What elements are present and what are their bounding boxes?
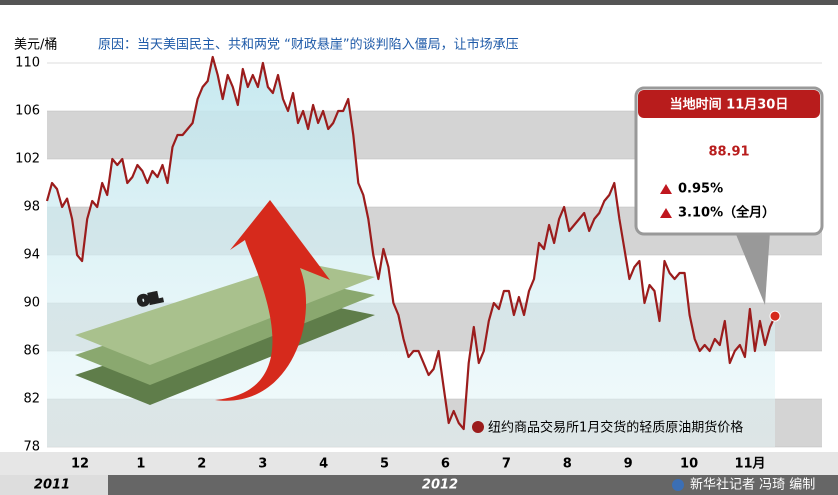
callout-change-day: 0.95% <box>678 182 723 197</box>
year-strip-2012 <box>108 475 838 495</box>
y-tick-label: 82 <box>23 392 40 407</box>
y-tick-label: 90 <box>23 296 40 311</box>
up-arrow <box>660 208 672 218</box>
x-tick-label: 2 <box>197 457 206 472</box>
callout-price: 88.91 <box>708 145 749 160</box>
callout-date: 当地时间 11月30日 <box>670 97 789 113</box>
up-arrow <box>660 184 672 194</box>
top-strip <box>0 0 838 5</box>
y-tick-label: 110 <box>15 56 40 71</box>
callout-change-month: 3.10%（全月） <box>678 205 775 221</box>
callout-box <box>634 86 824 236</box>
legend-marker <box>472 421 484 433</box>
illustration-text: OIL <box>137 290 164 310</box>
y-tick-label: 106 <box>15 104 40 119</box>
year-label: 2012 <box>422 478 458 493</box>
x-tick-label: 3 <box>258 457 267 472</box>
year-label: 2011 <box>34 478 70 493</box>
y-tick-label: 98 <box>23 200 40 215</box>
x-tick-label: 9 <box>624 457 633 472</box>
credit: 新华社记者 冯琦 编制 <box>690 477 815 493</box>
line <box>45 55 776 431</box>
illustration: OIL <box>75 200 375 405</box>
y-tick-label: 102 <box>15 152 40 167</box>
x-tick-label: 6 <box>441 457 450 472</box>
callout-pointer <box>735 232 770 305</box>
x-tick-label: 7 <box>502 457 511 472</box>
x-tick-label: 5 <box>380 457 389 472</box>
callout-header <box>638 90 820 118</box>
x-tick-label: 4 <box>319 457 328 472</box>
x-tick-label: 1 <box>136 457 145 472</box>
chart-title: 原因：当天美国民主、共和两党 “财政悬崖”的谈判陷入僵局，让市场承压 <box>98 37 519 53</box>
x-tick-label: 10 <box>680 457 698 472</box>
y-tick-label: 94 <box>23 248 40 263</box>
y-tick-label: 78 <box>23 440 40 455</box>
x-tick-label: 11月 <box>734 457 765 472</box>
month-strip <box>0 452 838 475</box>
x-tick-label: 8 <box>563 457 572 472</box>
y-unit: 美元/桶 <box>14 38 57 53</box>
end-point <box>769 310 781 322</box>
logo <box>672 479 684 491</box>
legend-label: 纽约商品交易所1月交货的轻质原油期货价格 <box>488 420 743 436</box>
x-tick-label: 12 <box>71 457 89 472</box>
year-strip-2011 <box>0 475 108 495</box>
y-tick-label: 86 <box>23 344 40 359</box>
